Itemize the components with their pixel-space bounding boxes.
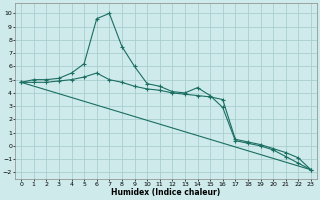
X-axis label: Humidex (Indice chaleur): Humidex (Indice chaleur) xyxy=(111,188,220,197)
